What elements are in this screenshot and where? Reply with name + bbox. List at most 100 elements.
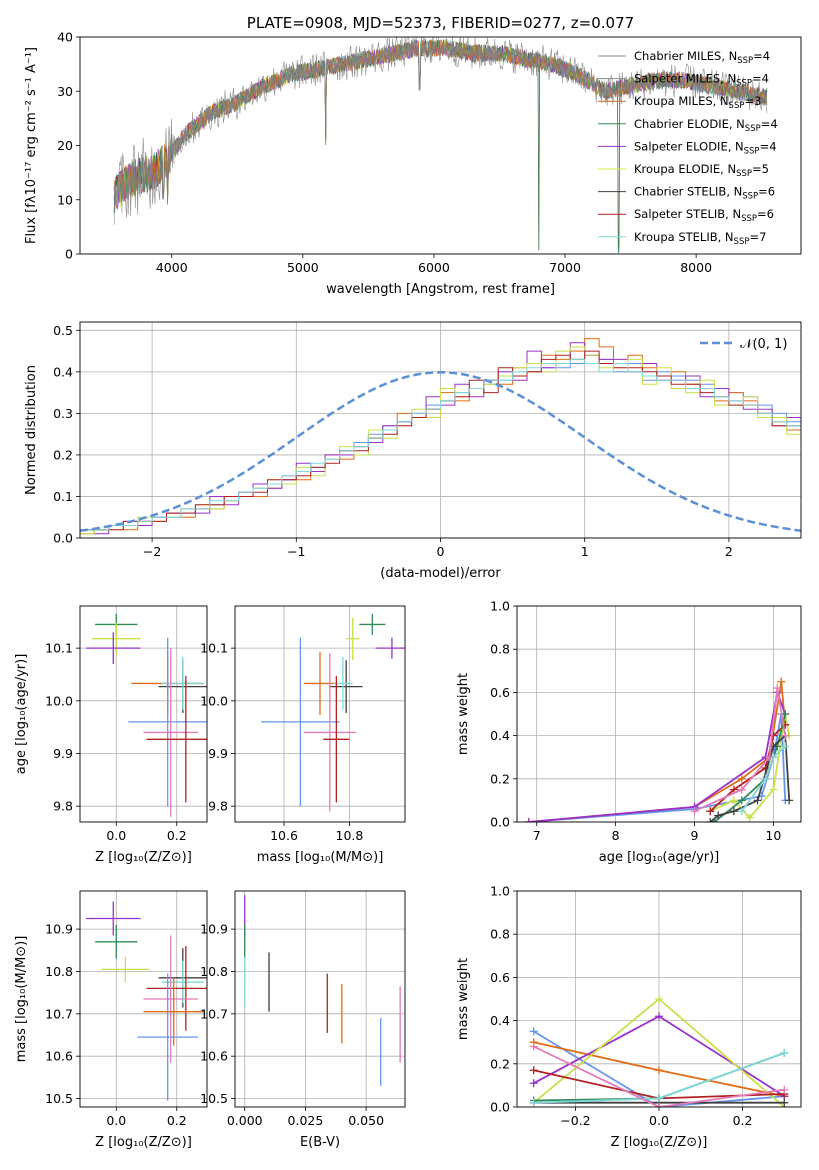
x-tick-label: 0.0	[106, 828, 126, 843]
legend-name: Kroupa STELIB, N	[634, 230, 734, 244]
histogram-step	[80, 350, 801, 531]
legend-entry: Salpeter ELODIE, NSSP=4	[634, 139, 777, 156]
panel-5: 0.0 0.2 10.5 10.6 10.7 10.8 10.9 Z [log₁₀(Z/Z⊙)…	[14, 890, 208, 1150]
y-tick-label: 10.5	[200, 1091, 228, 1106]
panel-6: 0.000 0.025 0.050 10.5 10.6 10.7 10.8 10.9 E(B-V…	[200, 890, 406, 1150]
x-tick-label: 0.025	[288, 1113, 324, 1128]
y-tick-label: 0.4	[490, 1013, 510, 1028]
axes-frame	[79, 36, 802, 255]
legend-sub: SSP	[744, 146, 760, 156]
y-tick-label: 10.9	[45, 922, 73, 937]
axes-frame	[516, 605, 802, 823]
mass-weight-line	[528, 681, 787, 822]
legend-name: Salpeter ELODIE, N	[634, 139, 744, 153]
x-tick-label: 0.0	[649, 1113, 669, 1128]
x-tick-label: 8000	[680, 260, 712, 275]
panel-4: 7 8 9 10 0.0 0.2 0.4 0.6 0.8 1.0 age [log₁₀(age/yr…	[456, 599, 802, 865]
legend-suffix: =5	[752, 162, 769, 176]
data-point	[146, 946, 207, 1031]
x-tick-label: 7000	[549, 260, 581, 275]
x-tick-label: 7	[533, 828, 541, 843]
x-tick-label: 1	[581, 544, 589, 559]
data-point	[143, 935, 198, 1063]
y-axis-label: Flux [fλ10⁻¹⁷ erg cm⁻² s⁻¹ A⁻¹]	[24, 47, 39, 244]
legend-sub: SSP	[736, 79, 752, 89]
marker	[737, 774, 746, 783]
y-tick-label: 10	[57, 192, 73, 207]
legend-sub: SSP	[745, 124, 761, 134]
histogram-step	[80, 358, 801, 531]
legend-sub: SSP	[734, 237, 750, 247]
spectrum-line	[113, 37, 768, 225]
x-axis-label: Z [log₁₀(Z/Z⊙)]	[611, 1135, 708, 1150]
legend-suffix: =4	[760, 139, 777, 153]
marker	[777, 677, 786, 686]
x-axis-label: mass [log₁₀(M/M⊙)]	[257, 850, 384, 865]
legend-sub: SSP	[737, 56, 753, 66]
x-axis-label: wavelength [Angstrom, rest frame]	[326, 282, 555, 297]
marker	[769, 731, 778, 740]
x-tick-label: 0.050	[348, 1113, 384, 1128]
y-tick-label: 10.0	[200, 693, 228, 708]
x-tick-label: 0.2	[167, 828, 187, 843]
marker	[780, 1085, 789, 1094]
panel-1: −2 −1 0 1 2 0.0 0.1 0.2 0.3 0.4 0.5 (data-model)/er…	[24, 321, 802, 581]
marker	[761, 774, 770, 783]
data-point	[375, 637, 405, 659]
mass-weight-line	[709, 713, 791, 820]
plot-area	[261, 613, 405, 812]
x-axis-label: E(B-V)	[300, 1135, 340, 1150]
x-tick-label: 10.8	[336, 828, 364, 843]
legend-suffix: =4	[753, 49, 770, 63]
legend-entry: Chabrier STELIB, NSSP=6	[634, 185, 775, 202]
panel-0: 4000 5000 6000 7000 8000 0 10 20 30 40 wavelength …	[24, 14, 802, 297]
axes-frame	[79, 605, 208, 823]
plot-area	[80, 338, 801, 535]
histogram-step	[80, 338, 801, 535]
plot-area	[113, 37, 768, 254]
x-tick-label: 0.2	[733, 1113, 753, 1128]
marker	[765, 753, 774, 762]
plot-area	[529, 995, 789, 1107]
gaussian-curve	[80, 371, 801, 532]
axes-frame	[79, 890, 208, 1108]
y-tick-label: 10.6	[45, 1049, 73, 1064]
x-axis-label: Z [log₁₀(Z/Z⊙)]	[95, 1135, 192, 1150]
legend-entry: 𝒩(0, 1)	[740, 337, 787, 352]
x-tick-label: 0	[437, 544, 445, 559]
x-tick-label: 6000	[418, 260, 450, 275]
data-point	[161, 960, 204, 1004]
y-tick-label: 0.8	[490, 927, 510, 942]
legend-suffix: =7	[749, 230, 766, 244]
y-tick-label: 0.2	[490, 771, 510, 786]
x-tick-label: 10.6	[270, 828, 298, 843]
data-point	[128, 637, 207, 807]
y-tick-label: 10.8	[200, 964, 228, 979]
y-tick-label: 0	[65, 247, 73, 262]
x-axis-label: (data-model)/error	[380, 566, 501, 581]
data-point	[146, 676, 207, 803]
y-tick-label: 9.9	[53, 746, 73, 761]
data-point	[86, 901, 141, 936]
marker	[780, 1049, 789, 1057]
data-point	[143, 977, 204, 1046]
legend-name: Salpeter MILES, N	[634, 72, 736, 86]
y-tick-label: 0.0	[53, 531, 73, 546]
marker	[729, 807, 738, 816]
marker	[737, 796, 746, 805]
marker	[780, 1098, 789, 1107]
y-tick-label: 10.1	[45, 641, 73, 656]
legend-entry: Salpeter STELIB, NSSP=6	[634, 207, 774, 224]
x-tick-label: 0.2	[167, 1113, 187, 1128]
y-tick-label: 0.4	[490, 728, 510, 743]
legend-suffix: =6	[758, 185, 775, 199]
x-axis-label: Z [log₁₀(Z/Z⊙)]	[95, 850, 192, 865]
data-point	[303, 653, 356, 812]
data-point	[261, 637, 340, 807]
legend-entry: Chabrier ELODIE, NSSP=4	[634, 117, 778, 134]
histogram-step	[80, 354, 801, 531]
mass-weight-line	[528, 688, 787, 822]
y-tick-label: 0.0	[490, 1100, 510, 1115]
y-tick-label: 10.0	[45, 693, 73, 708]
y-tick-label: 40	[57, 30, 73, 45]
